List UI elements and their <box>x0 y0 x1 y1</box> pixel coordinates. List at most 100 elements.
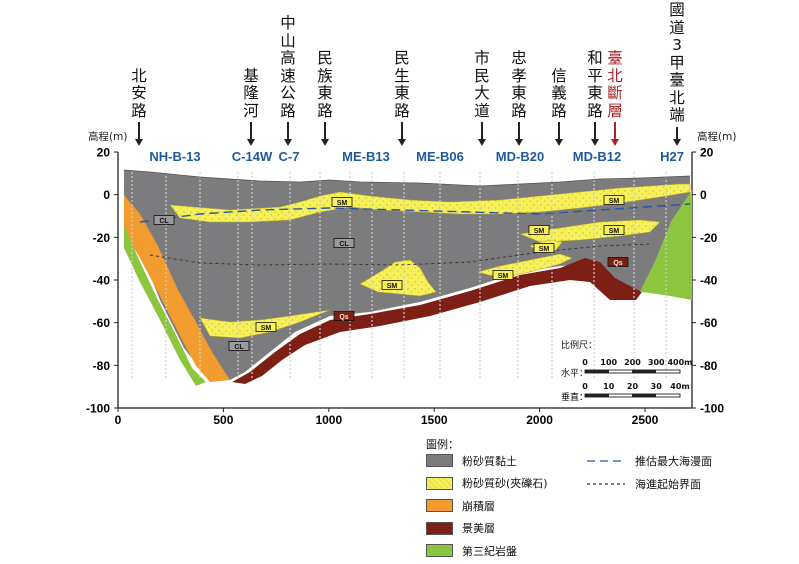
x-tick-label: 2500 <box>632 413 659 427</box>
down-arrow-icon <box>610 122 621 146</box>
legend-label: 粉砂質砂(夾礫石) <box>462 477 548 490</box>
x-tick-label: 500 <box>213 413 233 427</box>
down-arrow-icon <box>477 122 488 146</box>
x-tick-label: 1000 <box>315 413 342 427</box>
colluvium-layer <box>124 195 230 382</box>
road-name: 和平東路 <box>587 49 603 120</box>
scale-tick-label: 30 <box>650 382 662 391</box>
x-tick-label: 2000 <box>526 413 553 427</box>
scale-tick-label: 100 <box>600 358 618 367</box>
legend-item: 崩積層 <box>426 498 495 513</box>
down-arrow-icon <box>397 122 408 146</box>
road-label: 忠孝東路 <box>507 49 531 146</box>
road-name: 北安路 <box>131 66 147 120</box>
sand-label-box: SM <box>533 243 555 253</box>
sand-label-box: SM <box>528 225 550 235</box>
svg-text:SM: SM <box>609 228 620 235</box>
scale-tick-label: 0 <box>582 358 588 367</box>
borehole-label: ME-B13 <box>342 149 390 164</box>
legend-line-item: 海進起始界面 <box>587 476 701 492</box>
sand-lens-mid-right <box>518 219 661 243</box>
scale-tick-label: 20 <box>626 382 639 391</box>
road-name: 市民大道 <box>474 49 490 120</box>
legend-label: 粉砂質黏土 <box>462 454 517 468</box>
svg-text:CL: CL <box>159 218 169 225</box>
down-arrow-icon <box>283 122 294 146</box>
road-label: 民族東路 <box>313 49 337 146</box>
y-tick-label-right: -100 <box>700 402 724 416</box>
legend-swatch <box>426 476 453 490</box>
borehole-label: C-7 <box>278 149 300 164</box>
borehole-label: NH-B-13 <box>149 149 201 164</box>
svg-text:Qs: Qs <box>339 314 348 321</box>
max-transgression-line <box>139 203 691 223</box>
legend-swatch <box>426 454 453 467</box>
borehole-label: MD-B12 <box>572 149 622 164</box>
svg-text:Qs: Qs <box>613 260 622 267</box>
sand-label-box: SM <box>255 322 277 332</box>
legend-line-label: 推估最大海漫面 <box>635 455 712 468</box>
road-name: 中山高速公路 <box>280 14 296 120</box>
scale-tick-label: 300 <box>647 358 665 367</box>
borehole-label: MD-B20 <box>495 149 545 164</box>
borehole-label: C-14W <box>231 149 273 164</box>
scale-tick-label: 10 <box>603 382 615 391</box>
legend-item: 粉砂質黏土 <box>426 453 517 468</box>
legend-line-label: 海進起始界面 <box>635 477 701 491</box>
road-label: 民生東路 <box>390 49 414 146</box>
road-name: 臺北斷層 <box>607 49 623 120</box>
layer-label-boxes: CL CL CL SM SM SM SM SM SM SM SM Qs Qs <box>153 195 629 351</box>
scale-tick-label: 40m <box>670 382 690 391</box>
legend-line-sample <box>587 460 625 462</box>
y-tick-label-left: -60 <box>93 316 111 330</box>
sand-label-box: SM <box>603 195 625 205</box>
x-tick-label: 1500 <box>421 413 448 427</box>
road-label: 北安路 <box>127 66 151 146</box>
jingmei-layer <box>232 258 642 384</box>
svg-text:SM: SM <box>498 273 509 280</box>
jingmei-label-box: Qs <box>333 311 355 321</box>
svg-text:SM: SM <box>387 283 398 290</box>
legend-label: 崩積層 <box>462 499 495 513</box>
road-name: 信義路 <box>551 66 567 120</box>
legend-title: 圖例： <box>426 438 459 451</box>
legend-swatch <box>426 544 453 557</box>
y-axis-label-right: 高程(m) <box>697 131 737 143</box>
clay-label-box: CL <box>153 215 175 225</box>
y-tick-label-left: -80 <box>93 359 111 373</box>
svg-text:SM: SM <box>337 200 348 207</box>
road-label: 市民大道 <box>470 49 494 146</box>
legend-item: 景美層 <box>426 521 495 536</box>
sand-lens-center <box>359 259 437 297</box>
sand-lens-upper <box>169 183 691 223</box>
y-ticks: 20 200 0-20 -20-40 -40-60 -60-80 -80-100 -100 <box>86 146 724 416</box>
x-tick-label: 0 <box>115 413 122 427</box>
legend-item: 粉砂質砂(夾礫石) <box>426 476 548 491</box>
legend-label: 第三紀岩盤 <box>462 544 517 558</box>
scale-horizontal-label: 水平： <box>561 369 589 379</box>
sand-label-box: SM <box>492 270 514 280</box>
down-arrow-icon <box>554 122 565 146</box>
road-name: 基隆河 <box>243 66 259 120</box>
road-label: 中山高速公路 <box>276 14 300 146</box>
legend-swatch <box>426 521 453 535</box>
borehole-label: ME-B06 <box>416 149 464 164</box>
scale-bars <box>584 369 681 398</box>
road-name: 民生東路 <box>394 49 410 120</box>
y-tick-label-right: -80 <box>700 359 718 373</box>
x-ticks: 0 500 1000 1500 2000 2500 <box>115 408 659 427</box>
legend-line-sample <box>587 482 625 485</box>
clay-label-box: CL <box>228 341 250 351</box>
legend-swatch <box>426 499 453 512</box>
scale-vertical-label: 垂直： <box>561 393 589 403</box>
down-arrow-icon <box>320 122 331 146</box>
road-label: 臺北斷層 <box>603 49 627 146</box>
svg-text:CL: CL <box>339 241 349 248</box>
y-tick-label-left: 20 <box>97 146 111 160</box>
y-tick-label-left: -100 <box>86 402 110 416</box>
svg-text:SM: SM <box>534 228 545 235</box>
sand-label-box: SM <box>603 225 625 235</box>
